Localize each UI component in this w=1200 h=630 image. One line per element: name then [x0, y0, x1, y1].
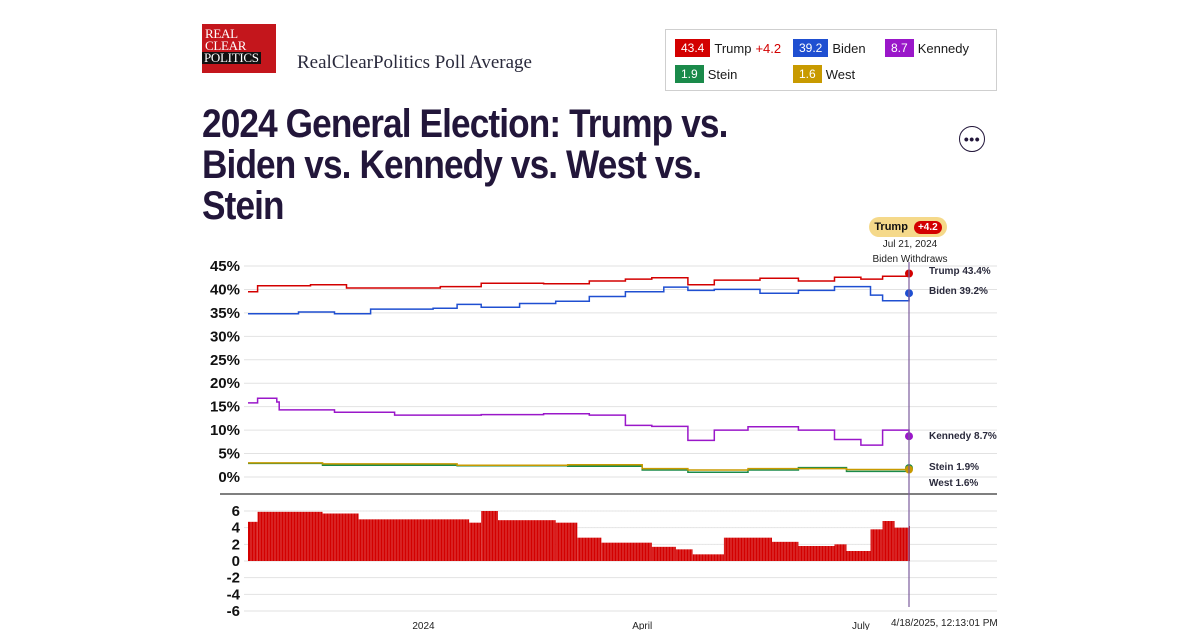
legend-name-stein: Stein — [707, 66, 738, 82]
spread-bar — [675, 549, 693, 561]
y-tick-label: 40% — [210, 281, 240, 298]
legend-name-trump: Trump — [714, 40, 752, 56]
end-label-stein: Stein 1.9% — [929, 462, 979, 473]
spread-bar — [834, 544, 847, 561]
legend-value-biden: 39.2 — [793, 39, 829, 57]
tooltip-leader: Trump — [874, 221, 908, 233]
legend-item-west[interactable]: 1.6 West — [793, 65, 855, 83]
spread-bar — [870, 529, 883, 561]
y-tick-label: 25% — [210, 352, 240, 369]
bar-y-tick-label: 4 — [232, 520, 241, 537]
legend-value-stein: 1.9 — [675, 65, 704, 83]
x-tick-label: July — [852, 621, 870, 630]
y-tick-label: 30% — [210, 328, 240, 345]
spread-bar — [469, 522, 482, 561]
spread-bar — [601, 542, 652, 561]
y-tick-label: 5% — [218, 446, 240, 463]
spread-bar — [894, 527, 909, 561]
more-options-button[interactable]: ••• — [959, 126, 985, 152]
legend-name-biden: Biden — [832, 40, 866, 56]
logo-line-1: REAL — [205, 26, 238, 41]
end-label-kennedy: Kennedy 8.7% — [929, 431, 997, 442]
tooltip-spread: +4.2 — [913, 220, 942, 234]
tooltip-date: Jul 21, 2024 — [882, 239, 938, 250]
spread-bar — [798, 546, 835, 561]
tooltip-event: Biden Withdraws — [872, 254, 948, 265]
end-label-biden: Biden 39.2% — [929, 286, 988, 297]
spread-bar — [358, 519, 470, 561]
spread-bar — [577, 537, 602, 561]
legend-spread-trump: +4.2 — [755, 40, 782, 56]
y-tick-label: 20% — [210, 375, 240, 392]
bar-y-tick-label: 0 — [232, 553, 240, 570]
more-horizontal-icon: ••• — [963, 131, 981, 147]
rcp-logo[interactable]: REAL CLEAR POLITICS — [202, 24, 276, 73]
y-tick-label: 35% — [210, 305, 240, 322]
series-line-trump — [248, 273, 910, 293]
spread-bar — [497, 520, 556, 561]
spread-bar — [651, 546, 676, 561]
legend-item-kennedy[interactable]: 8.7 Kennedy — [885, 39, 969, 57]
bar-y-tick-label: 6 — [232, 503, 240, 520]
tooltip-leader-badge: Trump +4.2 — [869, 217, 947, 237]
y-tick-label: 0% — [218, 469, 240, 486]
spread-bar — [771, 541, 799, 561]
legend-item-biden[interactable]: 39.2 Biden — [793, 39, 866, 57]
y-tick-label: 15% — [210, 399, 240, 416]
spread-bar — [846, 551, 871, 561]
x-tick-label: 2024 — [412, 621, 435, 630]
legend-item-trump[interactable]: 43.4 Trump +4.2 — [675, 39, 781, 57]
legend: 43.4 Trump +4.2 39.2 Biden 8.7 Kennedy 1… — [665, 29, 997, 91]
legend-value-trump: 43.4 — [675, 39, 711, 57]
legend-name-west: West — [825, 66, 856, 82]
series-line-kennedy — [248, 397, 910, 446]
spread-bar — [723, 537, 772, 561]
spread-bar — [248, 521, 258, 561]
spread-bar — [555, 522, 578, 561]
y-tick-label: 10% — [210, 422, 240, 439]
spread-bar — [692, 554, 724, 561]
end-label-west: West 1.6% — [929, 478, 978, 489]
site-title: RealClearPolitics Poll Average — [297, 52, 532, 73]
legend-item-stein[interactable]: 1.9 Stein — [675, 65, 737, 83]
spread-bar — [322, 513, 359, 561]
bar-y-tick-label: -2 — [227, 570, 240, 587]
series-line-biden — [248, 285, 910, 315]
page-title: 2024 General Election: Trump vs. Biden v… — [202, 102, 728, 228]
legend-value-kennedy: 8.7 — [885, 39, 914, 57]
spread-bar — [882, 521, 895, 561]
spread-bar — [257, 511, 323, 561]
bar-y-tick-label: 2 — [232, 536, 240, 553]
x-tick-label: April — [632, 621, 652, 630]
bar-y-tick-label: -4 — [227, 586, 241, 603]
spread-bar — [481, 511, 498, 561]
end-label-trump: Trump 43.4% — [929, 266, 991, 277]
legend-name-kennedy: Kennedy — [917, 40, 970, 56]
legend-value-west: 1.6 — [793, 65, 822, 83]
y-tick-label: 45% — [210, 258, 240, 275]
series-line-west — [248, 462, 909, 471]
bar-y-tick-label: -6 — [227, 603, 240, 620]
timestamp: 4/18/2025, 12:13:01 PM — [891, 618, 998, 629]
logo-line-3: POLITICS — [202, 50, 261, 65]
logo-line-2: CLEAR — [205, 38, 247, 53]
